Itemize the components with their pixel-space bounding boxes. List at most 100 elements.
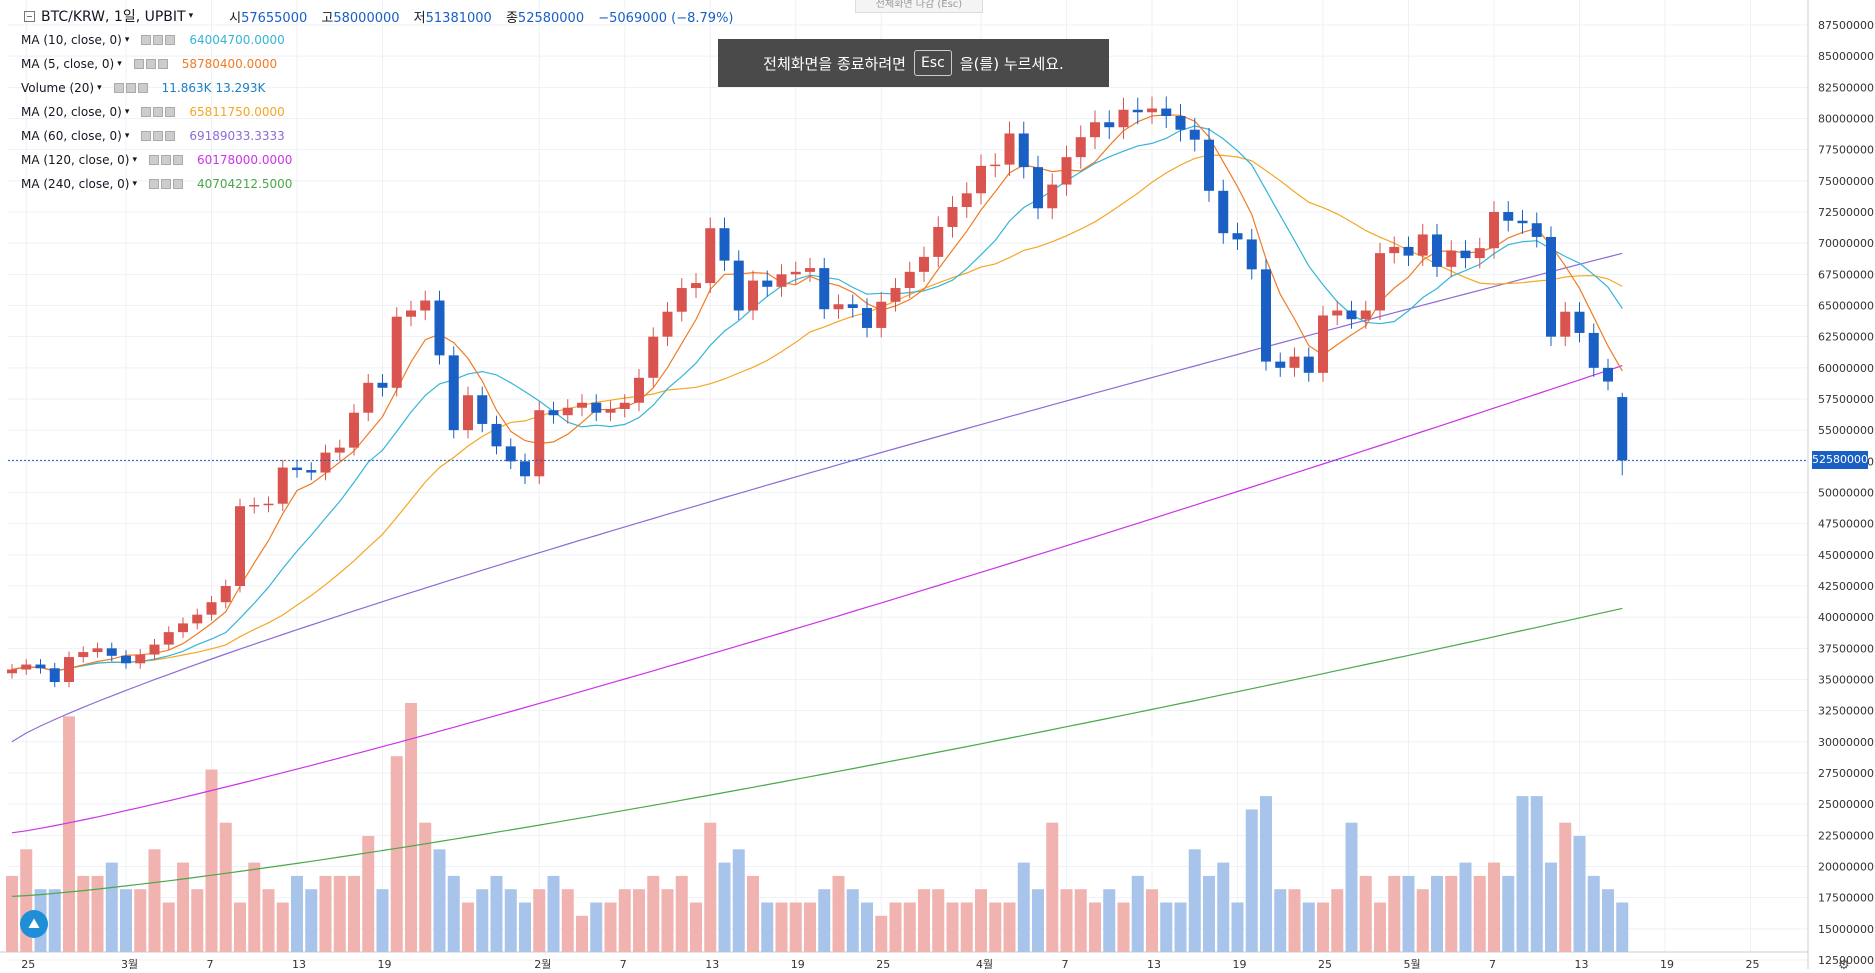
candle-body[interactable] — [1318, 315, 1328, 373]
candle-body[interactable] — [78, 652, 89, 658]
candle-body[interactable] — [92, 648, 103, 653]
candle-body[interactable] — [1588, 332, 1599, 368]
eye-icon[interactable] — [148, 179, 159, 189]
close-icon[interactable] — [165, 35, 176, 45]
candle-body[interactable] — [391, 316, 402, 388]
indicator-name[interactable]: MA (5, close, 0) — [21, 57, 115, 71]
candle-body[interactable] — [220, 586, 231, 603]
indicator-name[interactable]: MA (60, close, 0) — [21, 129, 122, 143]
candle-body[interactable] — [206, 602, 217, 615]
candle-body[interactable] — [434, 300, 445, 356]
eye-icon[interactable] — [141, 131, 152, 141]
candle-body[interactable] — [1617, 397, 1628, 461]
candle-body[interactable] — [676, 288, 687, 312]
candle-body[interactable] — [890, 288, 901, 302]
candle-body[interactable] — [1360, 310, 1371, 320]
candle-body[interactable] — [648, 336, 659, 378]
candle-body[interactable] — [1574, 311, 1585, 333]
candle-body[interactable] — [420, 300, 431, 311]
candle-body[interactable] — [49, 668, 60, 682]
candle-body[interactable] — [1161, 108, 1172, 117]
candle-body[interactable] — [733, 260, 744, 311]
candle-body[interactable] — [833, 304, 844, 310]
candle-body[interactable] — [121, 655, 131, 664]
candle-body[interactable] — [178, 623, 188, 633]
candle-body[interactable] — [1261, 269, 1271, 362]
settings-icon[interactable] — [153, 131, 164, 141]
candle-body[interactable] — [1446, 250, 1457, 267]
candle-body[interactable] — [1517, 220, 1528, 224]
candle-body[interactable] — [1175, 116, 1186, 130]
candle-body[interactable] — [1560, 311, 1571, 337]
indicator-row[interactable]: MA (60, close, 0) ▾ 69189033.3333 — [8, 124, 734, 148]
chevron-down-icon[interactable]: ▾ — [188, 11, 194, 21]
candle-body[interactable] — [947, 207, 958, 227]
candle-body[interactable] — [1474, 248, 1485, 259]
chevron-down-icon[interactable]: ▾ — [124, 107, 130, 117]
candle-body[interactable] — [819, 268, 830, 310]
candle-body[interactable] — [163, 632, 174, 645]
candle-body[interactable] — [320, 452, 331, 473]
candle-body[interactable] — [776, 274, 787, 287]
chevron-down-icon[interactable]: ▾ — [132, 179, 137, 189]
candle-body[interactable] — [1489, 212, 1499, 249]
candle-body[interactable] — [235, 506, 245, 586]
indicator-row[interactable]: Volume (20) ▾ 11.863K 13.293K — [8, 76, 734, 100]
candle-body[interactable] — [463, 395, 473, 431]
candle-body[interactable] — [705, 228, 716, 284]
candle-body[interactable] — [1303, 356, 1314, 373]
candle-body[interactable] — [1432, 234, 1442, 267]
candle-body[interactable] — [1531, 223, 1542, 237]
tradingview-logo-icon[interactable]: ⛰ — [20, 910, 48, 938]
candle-body[interactable] — [662, 311, 673, 337]
fullscreen-exit-strip[interactable]: 전체화면 나감 (Esc) — [855, 0, 983, 13]
candle-body[interactable] — [1460, 250, 1471, 259]
indicator-row[interactable]: MA (240, close, 0) ▾ 40704212.5000 — [8, 172, 734, 196]
candle-body[interactable] — [1218, 190, 1229, 234]
candle-body[interactable] — [64, 657, 74, 682]
indicator-row[interactable]: MA (10, close, 0) ▾ 64004700.0000 — [8, 28, 734, 52]
candle-body[interactable] — [1047, 184, 1058, 209]
settings-icon[interactable] — [160, 155, 171, 165]
candle-body[interactable] — [1403, 246, 1414, 256]
chevron-down-icon[interactable]: ▾ — [97, 83, 102, 93]
chevron-down-icon[interactable]: ▾ — [124, 35, 130, 45]
candle-body[interactable] — [349, 412, 359, 448]
candle-body[interactable] — [605, 408, 616, 413]
candle-body[interactable] — [149, 644, 160, 655]
candle-body[interactable] — [1018, 133, 1029, 168]
candle-body[interactable] — [1503, 212, 1514, 221]
candle-body[interactable] — [1189, 129, 1200, 140]
candle-body[interactable] — [748, 280, 758, 311]
candle-body[interactable] — [634, 377, 644, 403]
candle-body[interactable] — [249, 504, 260, 507]
candle-body[interactable] — [477, 395, 488, 424]
candle-body[interactable] — [1132, 109, 1143, 113]
candle-body[interactable] — [277, 467, 288, 504]
symbol-title[interactable]: BTC/KRW, 1일, UPBIT — [41, 9, 186, 25]
candle-body[interactable] — [904, 271, 915, 289]
candle-body[interactable] — [192, 614, 203, 624]
close-icon[interactable] — [137, 83, 148, 93]
candle-body[interactable] — [1147, 108, 1157, 113]
close-icon[interactable] — [172, 179, 183, 189]
candle-body[interactable] — [1346, 310, 1357, 320]
candle-body[interactable] — [7, 669, 17, 674]
indicator-name[interactable]: MA (120, close, 0) — [21, 153, 130, 167]
eye-icon[interactable] — [113, 83, 124, 93]
indicator-row[interactable]: MA (5, close, 0) ▾ 58780400.0000 — [8, 52, 734, 76]
candle-body[interactable] — [1104, 122, 1115, 128]
settings-icon[interactable] — [160, 179, 171, 189]
candle-body[interactable] — [21, 664, 32, 670]
candle-body[interactable] — [976, 165, 986, 194]
candle-body[interactable] — [1075, 137, 1086, 158]
candle-body[interactable] — [577, 402, 587, 408]
candle-body[interactable] — [35, 664, 46, 669]
candle-body[interactable] — [790, 271, 801, 275]
candle-body[interactable] — [847, 304, 858, 308]
candle-body[interactable] — [961, 193, 972, 208]
eye-icon[interactable] — [148, 155, 159, 165]
candle-body[interactable] — [1118, 109, 1129, 128]
eye-icon[interactable] — [133, 59, 144, 69]
